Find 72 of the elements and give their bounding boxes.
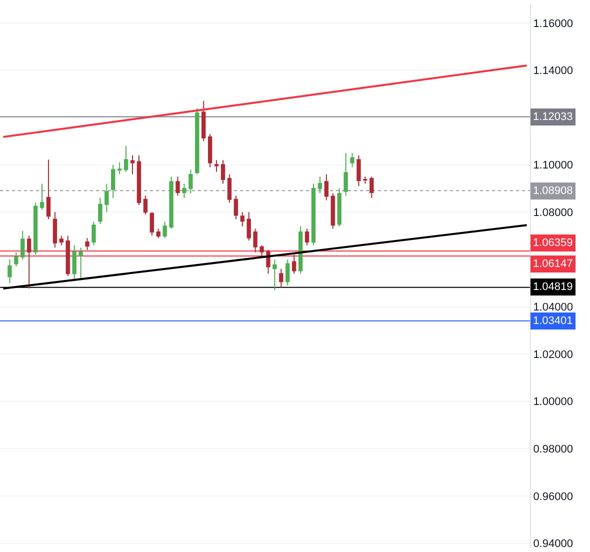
candlestick [52,212,58,248]
candlestick [143,195,148,215]
candlestick [182,183,186,198]
candlestick [169,176,174,230]
candlestick [111,164,116,198]
candlestick [356,154,361,187]
candlestick [195,108,200,175]
y-tick-label: 1.04000 [533,302,573,314]
candlestick [234,195,238,220]
candlestick [72,244,76,282]
ref-line-label: 1.06359 [533,237,573,249]
candlestick [124,145,128,172]
candlestick [66,235,70,276]
candlestick [156,228,160,239]
candlestick [46,159,51,220]
candlestick [260,244,264,258]
candlestick [330,192,335,230]
candlestick [33,202,38,256]
candlestick [286,258,290,286]
candlestick [104,183,109,213]
candlestick [78,247,83,279]
candlestick [136,154,142,206]
ref-line-label: 1.04819 [533,281,573,293]
candlestick [27,235,32,290]
candlestick [363,176,368,184]
candlestick [40,183,44,210]
candlestick [98,197,102,224]
candlestick [246,212,251,242]
candlestick [298,226,303,274]
y-tick-label: 1.16000 [533,18,573,30]
y-tick-label: 1.14000 [533,65,573,78]
y-tick-label: 0.94000 [533,538,573,550]
candlestick [117,162,122,175]
candlestick [14,252,18,268]
candlestick [304,228,310,246]
candlestick [318,176,322,194]
candlestick [344,152,348,196]
candlestick [208,134,212,168]
candlestick [324,174,328,201]
candlestick [8,258,12,284]
candlestick [370,176,374,198]
candlestick [311,183,316,246]
candlestick [202,100,206,142]
candlestick [176,176,180,196]
ref-line-label: 1.03401 [533,315,573,327]
ref-line-label: 1.08908 [533,185,573,197]
y-tick-label: 1.08000 [533,206,573,219]
candlestick [292,254,296,274]
candlestick [220,160,226,184]
candlestick [272,258,277,291]
candlestick [279,268,284,288]
candlestick [188,169,193,194]
candlestick [337,188,342,227]
candlestick [214,160,219,172]
candlestick [162,221,167,239]
candlestick [150,212,154,236]
candlestick [227,174,232,204]
y-tick-label: 1.00000 [533,396,573,408]
ref-line-label: 1.12033 [533,111,573,123]
ref-line-label: 1.06147 [533,258,573,270]
candlestick [59,235,64,246]
candlestick [240,212,244,227]
candlestick [85,238,90,250]
candlestick [130,154,135,175]
candlestick [20,230,25,260]
y-tick-label: 0.96000 [533,490,573,503]
y-tick-label: 1.10000 [533,160,573,172]
y-tick-label: 0.98000 [533,444,573,456]
y-tick-label: 1.02000 [533,348,573,361]
candlestick [253,228,258,253]
candlestick [92,221,96,246]
candlestick [350,152,354,168]
